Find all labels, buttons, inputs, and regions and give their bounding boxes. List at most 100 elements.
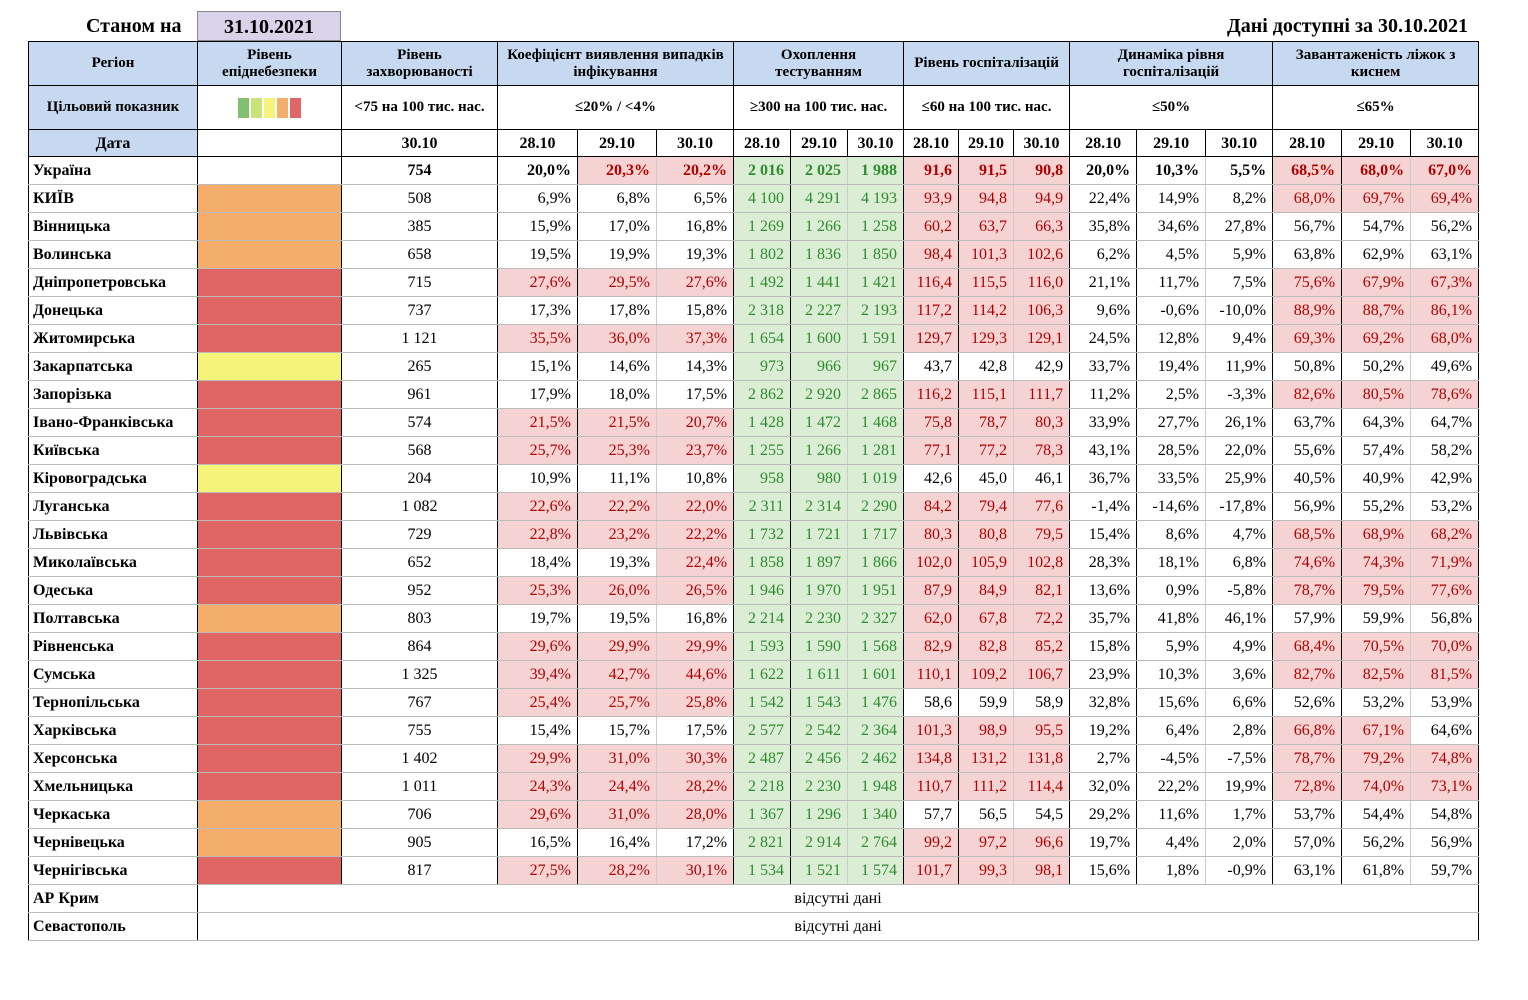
column-header: Рівень захворюваності	[341, 41, 498, 86]
value-cell: 23,9%	[1069, 660, 1138, 689]
level-cell	[197, 800, 342, 829]
region-row: Дніпропетровська 715 27,6% 29,5% 27,6% 1 492 1…	[28, 268, 1480, 297]
value-cell: 1 476	[847, 688, 905, 717]
value-cell: 1 492	[733, 268, 792, 297]
value-cell: 1 258	[847, 212, 905, 241]
level-cell	[197, 660, 342, 689]
value-cell: 28,5%	[1136, 436, 1207, 465]
value-cell: 75,8	[903, 408, 960, 437]
value-cell: 78,7	[958, 408, 1015, 437]
value-cell: 10,8%	[655, 464, 735, 493]
level-cell	[197, 268, 342, 297]
value-cell: 114,4	[1013, 772, 1071, 801]
value-cell: 19,3%	[577, 548, 657, 577]
value-cell: 82,6%	[1272, 380, 1343, 409]
value-cell: 1 836	[790, 240, 849, 269]
value-cell: 115,1	[958, 380, 1015, 409]
value-cell: 25,7%	[497, 436, 578, 465]
region: Херсонська	[28, 744, 198, 773]
value-cell: 81,5%	[1410, 660, 1480, 689]
region-row: Луганська 1 082 22,6% 22,2% 22,0% 2 311 2 314 2…	[28, 492, 1480, 521]
value-cell: 25,3%	[577, 436, 657, 465]
region: Луганська	[28, 492, 198, 521]
value-cell: 42,7%	[577, 660, 657, 689]
value-cell: 17,0%	[577, 212, 657, 241]
value-cell: 2 230	[790, 604, 849, 633]
indicator-table: Регіон Рівень епіднебезпеки Рівень захворю…	[28, 41, 1480, 941]
region: Миколаївська	[28, 548, 198, 577]
value-cell: 88,7%	[1341, 296, 1412, 325]
region: Донецька	[28, 296, 198, 325]
value-cell: 24,4%	[577, 772, 657, 801]
value-cell: 102,6	[1013, 240, 1071, 269]
value-cell: 60,2	[903, 212, 960, 241]
region: Харківська	[28, 716, 198, 745]
value-cell: 4 193	[847, 184, 905, 213]
value-cell: 15,6%	[1136, 688, 1207, 717]
incidence: 652	[341, 548, 498, 577]
value-cell: 6,5%	[655, 184, 735, 213]
missing-note: відсутні дані	[196, 912, 1480, 941]
value-cell: 1 622	[733, 660, 792, 689]
value-cell: 2,5%	[1136, 380, 1207, 409]
region: Закарпатська	[28, 352, 198, 381]
value-cell: 15,4%	[497, 716, 578, 745]
value-cell: 2 290	[847, 492, 905, 521]
missing-note: відсутні дані	[196, 884, 1480, 913]
value-cell: 19,3%	[655, 240, 735, 269]
value-cell: 36,0%	[577, 324, 657, 353]
value-cell: 74,8%	[1410, 744, 1480, 773]
value-cell: 15,8%	[1069, 632, 1138, 661]
incidence: 1 082	[341, 492, 498, 521]
value-cell: 27,7%	[1136, 408, 1207, 437]
level-cell	[197, 520, 342, 549]
value-cell: 5,9%	[1136, 632, 1207, 661]
value-cell: 63,7%	[1272, 408, 1343, 437]
value-cell: 31,0%	[577, 744, 657, 773]
value-cell: 26,1%	[1205, 408, 1274, 437]
region-row: Черкаська 706 29,6% 31,0% 28,0% 1 367 1 296 1 3…	[28, 800, 1480, 829]
value-cell: 4 100	[733, 184, 792, 213]
value-cell: 72,8%	[1272, 772, 1343, 801]
blank-cell	[197, 129, 342, 157]
value-cell: 78,7%	[1272, 744, 1343, 773]
value-cell: 66,3	[1013, 212, 1071, 241]
value-cell: 68,0%	[1272, 184, 1343, 213]
value-cell: 11,1%	[577, 464, 657, 493]
value-cell: 1 721	[790, 520, 849, 549]
value-cell: 62,9%	[1341, 240, 1412, 269]
level-cell	[197, 296, 342, 325]
value-cell: 1 441	[790, 268, 849, 297]
value-cell: 37,3%	[655, 324, 735, 353]
value-cell: 9,6%	[1069, 296, 1138, 325]
region: Україна	[28, 156, 198, 185]
value-cell: 68,5%	[1272, 156, 1343, 185]
column-header: Охоплення тестуванням	[733, 41, 905, 86]
target-value: ≤60 на 100 тис. нас.	[903, 85, 1071, 130]
value-cell: 27,5%	[497, 856, 578, 885]
value-cell: 28,3%	[1069, 548, 1138, 577]
level-cell	[197, 576, 342, 605]
value-cell: 85,2	[1013, 632, 1071, 661]
incidence: 755	[341, 716, 498, 745]
value-cell: 86,1%	[1410, 296, 1480, 325]
value-cell: 1 534	[733, 856, 792, 885]
value-cell: 55,2%	[1341, 492, 1412, 521]
value-cell: 2 462	[847, 744, 905, 773]
value-cell: 35,8%	[1069, 212, 1138, 241]
incidence: 385	[341, 212, 498, 241]
value-cell: 29,9%	[655, 632, 735, 661]
value-cell: 1 850	[847, 240, 905, 269]
value-cell: 11,6%	[1136, 800, 1207, 829]
region-row: КИЇВ 508 6,9% 6,8% 6,5% 4 100 4 291 4 193 93,9 94…	[28, 184, 1480, 213]
value-cell: 57,7	[903, 800, 960, 829]
value-cell: 0,9%	[1136, 576, 1207, 605]
column-header: Рівень госпіталізацій	[903, 41, 1071, 86]
value-cell: 21,1%	[1069, 268, 1138, 297]
value-cell: 966	[790, 352, 849, 381]
value-cell: 90,8	[1013, 156, 1071, 185]
target-value: ≤20% / <4%	[496, 85, 735, 130]
value-cell: 20,0%	[497, 156, 578, 185]
value-cell: 88,9%	[1272, 296, 1343, 325]
region: Севастополь	[28, 912, 198, 941]
